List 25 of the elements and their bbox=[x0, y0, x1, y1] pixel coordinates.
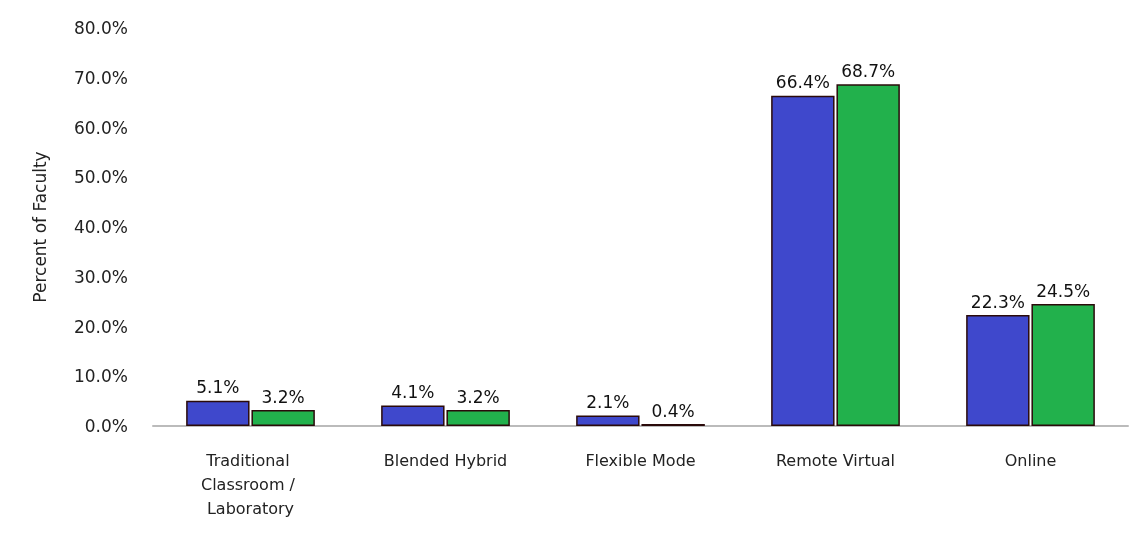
data-label: 2.1% bbox=[586, 392, 630, 413]
y-tick-label: 40.0% bbox=[73, 217, 128, 237]
x-tick-label: Traditional Classroom / Laboratory bbox=[200, 450, 301, 518]
y-tick-label: 20.0% bbox=[73, 316, 128, 337]
data-label: 4.1% bbox=[391, 382, 435, 403]
data-label: 3.2% bbox=[261, 386, 305, 407]
y-axis-title: Percent of Faculty bbox=[29, 151, 50, 303]
x-tick-label: Remote Virtual bbox=[775, 450, 896, 470]
x-tick-label: Online bbox=[1004, 450, 1057, 470]
y-tick-label: 60.0% bbox=[73, 117, 128, 138]
data-label: 68.7% bbox=[841, 60, 896, 81]
data-label: 3.2% bbox=[456, 386, 500, 407]
data-label: 0.4% bbox=[651, 400, 695, 421]
y-tick-label: 50.0% bbox=[73, 167, 128, 188]
y-tick-label: 70.0% bbox=[73, 67, 128, 88]
data-label: 24.5% bbox=[1036, 280, 1091, 301]
y-tick-label: 0.0% bbox=[84, 416, 128, 436]
y-tick-label: 10.0% bbox=[73, 366, 128, 387]
y-tick-label: 80.0% bbox=[73, 18, 128, 38]
data-label: 66.4% bbox=[775, 72, 830, 93]
data-label: 22.3% bbox=[970, 291, 1025, 312]
x-tick-label: Flexible Mode bbox=[585, 450, 696, 470]
data-label: 5.1% bbox=[196, 377, 240, 398]
y-tick-label: 30.0% bbox=[73, 266, 128, 287]
x-tick-label: Blended Hybrid bbox=[383, 450, 508, 470]
